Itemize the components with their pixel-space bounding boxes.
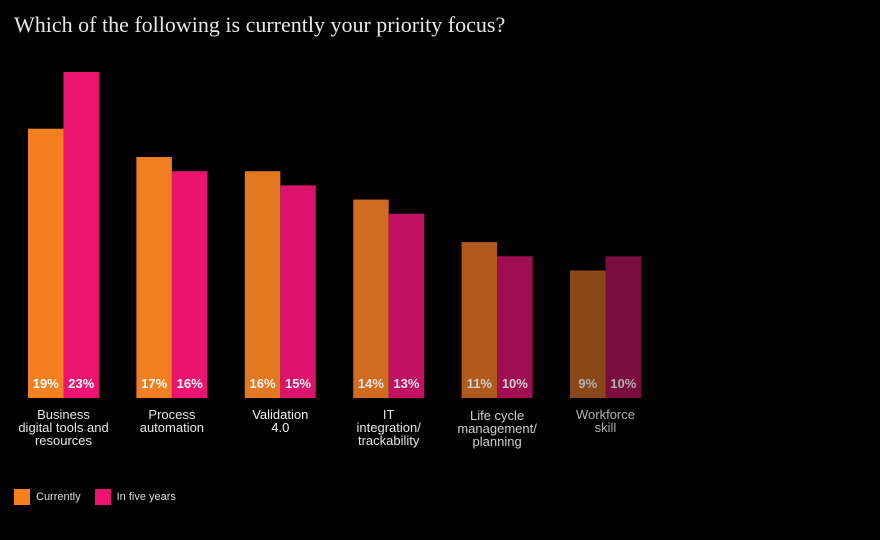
category-label-line: digital tools and — [18, 420, 109, 435]
data-label-currently-4: 11% — [467, 376, 493, 391]
category-label-line: skill — [594, 420, 617, 435]
bar-in-five-years-3 — [388, 213, 425, 398]
legend-item-currently: Currently — [14, 489, 81, 505]
bar-currently-4 — [461, 242, 498, 398]
data-label-in-five-years-0: 23% — [68, 376, 94, 391]
bar-group-0: 19% 23% — [28, 72, 99, 398]
category-label-line: 4.0 — [271, 420, 290, 435]
data-label-in-five-years-1: 16% — [177, 376, 203, 391]
category-label-line: planning — [472, 434, 522, 449]
category-label-1: Process automation — [117, 408, 227, 434]
legend-swatch-in-five-years — [94, 489, 111, 505]
bar-in-five-years-0 — [63, 72, 99, 398]
category-label-0: Business digital tools and resources — [9, 408, 119, 447]
bar-currently-3 — [353, 199, 389, 398]
bar-in-five-years-1 — [171, 171, 208, 398]
category-label-line: trackability — [357, 433, 420, 448]
category-label-5: Workforce skill — [551, 408, 661, 434]
bar-in-five-years-4 — [497, 256, 533, 398]
bar-currently-1 — [136, 157, 172, 398]
legend-label-in-five-years: In five years — [116, 491, 176, 503]
data-label-in-five-years-2: 15% — [285, 376, 311, 391]
bar-in-five-years-5 — [605, 256, 641, 398]
bar-group-3: 14% 13% — [353, 199, 425, 398]
category-label-line: Process — [148, 407, 196, 422]
bar-currently-0 — [28, 128, 64, 398]
category-label-4: Life cycle management/planning — [442, 409, 552, 448]
category-label-line: integration/ — [356, 420, 421, 435]
category-label-line: resources — [34, 433, 93, 448]
legend-label-currently: Currently — [36, 491, 81, 503]
category-label-line: automation — [139, 420, 205, 435]
data-label-currently-3: 14% — [358, 376, 384, 391]
bar-group-5: 9% 10% — [570, 256, 641, 398]
bar-currently-5 — [570, 270, 606, 398]
bar-currently-2 — [244, 171, 281, 398]
data-label-in-five-years-5: 10% — [610, 376, 636, 391]
bar-group-4: 11% 10% — [461, 242, 533, 398]
chart-title: Which of the following is currently your… — [14, 12, 506, 37]
data-label-currently-0: 19% — [33, 376, 59, 391]
data-label-in-five-years-3: 13% — [393, 376, 419, 391]
legend-swatch-currently — [14, 489, 30, 505]
category-label-line: management/ — [457, 421, 537, 436]
category-label-line: Life cycle — [469, 408, 525, 423]
bar-in-five-years-2 — [280, 185, 316, 398]
data-label-currently-5: 9% — [578, 376, 597, 391]
category-label-line: IT — [382, 407, 395, 422]
category-label-2: Validation 4.0 — [225, 408, 335, 434]
legend-item-in-five-years: In five years — [94, 489, 176, 505]
bar-group-2: 16% 15% — [244, 171, 316, 398]
data-label-currently-1: 17% — [141, 376, 167, 391]
data-label-in-five-years-4: 10% — [502, 376, 528, 391]
category-label-line: Business — [37, 407, 90, 422]
legend: Currently In five years — [14, 489, 190, 505]
bar-group-1: 17% 16% — [136, 157, 208, 398]
category-label-line: Validation — [252, 407, 309, 422]
data-label-currently-2: 16% — [250, 376, 276, 391]
category-label-3: IT integration/trackability — [334, 408, 444, 447]
category-label-line: Workforce — [576, 407, 635, 422]
